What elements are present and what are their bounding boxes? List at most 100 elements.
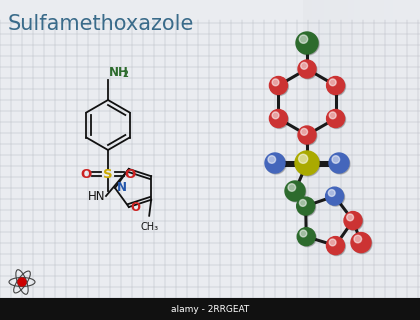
Circle shape (299, 35, 308, 43)
Bar (369, 0, 372, 298)
Bar (315, 0, 318, 298)
Bar (348, 0, 351, 298)
Circle shape (298, 198, 316, 216)
Circle shape (299, 61, 317, 79)
Text: NH: NH (109, 66, 129, 78)
Circle shape (18, 278, 26, 286)
Circle shape (328, 237, 346, 256)
Bar (396, 0, 399, 298)
Circle shape (285, 181, 305, 201)
Circle shape (329, 153, 349, 173)
Circle shape (328, 77, 346, 95)
Circle shape (269, 76, 287, 94)
Circle shape (327, 188, 344, 206)
Circle shape (299, 127, 317, 145)
Circle shape (329, 79, 336, 86)
Circle shape (329, 112, 336, 119)
Bar (399, 0, 402, 298)
Bar (372, 0, 375, 298)
Bar (306, 0, 309, 298)
Circle shape (326, 187, 344, 205)
Text: S: S (103, 167, 113, 180)
Bar (309, 0, 312, 298)
Circle shape (266, 154, 286, 174)
Circle shape (326, 236, 344, 255)
Circle shape (299, 199, 306, 206)
Bar (378, 0, 381, 298)
Text: Sulfamethoxazole: Sulfamethoxazole (8, 14, 194, 34)
Circle shape (268, 156, 276, 163)
Circle shape (352, 234, 372, 253)
Circle shape (299, 154, 308, 164)
Circle shape (301, 62, 307, 69)
Circle shape (295, 151, 319, 175)
Circle shape (332, 156, 340, 163)
Circle shape (286, 182, 306, 202)
Text: O: O (124, 167, 136, 180)
Bar (351, 0, 354, 298)
Circle shape (327, 76, 344, 94)
Circle shape (301, 128, 307, 135)
Text: N: N (117, 180, 127, 194)
Bar (402, 0, 405, 298)
Bar (318, 0, 321, 298)
Circle shape (270, 77, 289, 95)
Bar (360, 0, 363, 298)
Bar (354, 0, 357, 298)
Circle shape (269, 109, 287, 127)
Circle shape (345, 212, 363, 230)
Bar (393, 0, 396, 298)
Bar (312, 0, 315, 298)
Circle shape (298, 60, 316, 78)
Circle shape (272, 112, 279, 119)
Bar (366, 0, 369, 298)
Bar (417, 0, 420, 298)
Bar (339, 0, 342, 298)
Circle shape (298, 229, 316, 247)
Bar (345, 0, 348, 298)
Circle shape (330, 154, 350, 174)
Text: O: O (80, 167, 92, 180)
Circle shape (265, 153, 285, 173)
Circle shape (329, 239, 336, 246)
Circle shape (297, 228, 315, 246)
Bar (0, 298, 420, 320)
Bar (387, 0, 390, 298)
Bar (414, 0, 417, 298)
Bar (381, 0, 384, 298)
Circle shape (270, 110, 289, 129)
Bar (384, 0, 387, 298)
Circle shape (351, 233, 371, 252)
Text: CH₃: CH₃ (140, 222, 158, 232)
Circle shape (328, 110, 346, 129)
Circle shape (328, 189, 335, 196)
Bar (321, 0, 324, 298)
Bar (303, 0, 306, 298)
Bar (327, 0, 330, 298)
Circle shape (272, 79, 279, 86)
Circle shape (296, 32, 318, 54)
Circle shape (288, 184, 296, 191)
Bar (333, 0, 336, 298)
Text: O: O (131, 201, 141, 213)
Bar (390, 0, 393, 298)
Circle shape (300, 230, 307, 237)
Bar (324, 0, 327, 298)
Bar (375, 0, 378, 298)
Bar (405, 0, 408, 298)
Circle shape (327, 109, 344, 127)
Circle shape (297, 33, 319, 55)
Circle shape (354, 235, 362, 243)
Bar (336, 0, 339, 298)
Text: 2: 2 (122, 70, 128, 79)
Circle shape (344, 212, 362, 229)
Bar (357, 0, 360, 298)
Text: alamy - 2RRGEAT: alamy - 2RRGEAT (171, 305, 249, 314)
Bar (411, 0, 414, 298)
Bar (342, 0, 345, 298)
Bar (408, 0, 411, 298)
Circle shape (297, 197, 315, 215)
Bar (330, 0, 333, 298)
Circle shape (296, 152, 320, 176)
Bar (363, 0, 366, 298)
